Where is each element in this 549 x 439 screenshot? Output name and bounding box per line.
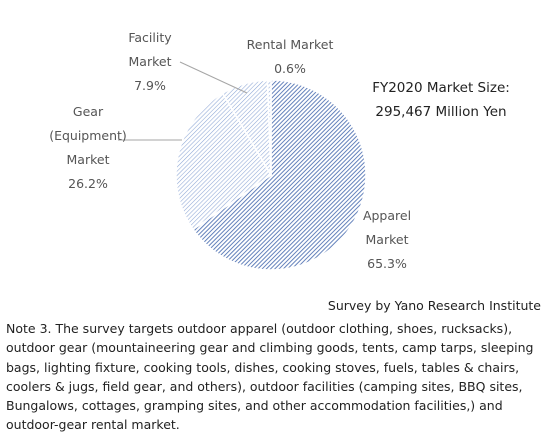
- source-credit: Survey by Yano Research Institute: [327, 298, 541, 313]
- slice-name-label-gear-equipment-market: Gear: [73, 104, 104, 119]
- pie-slices: [175, 79, 367, 271]
- slice-value-label-gear-equipment-market: 26.2%: [68, 176, 108, 191]
- survey-note: Note 3. The survey targets outdoor appar…: [6, 321, 534, 433]
- slice-gear-equipment-market: [175, 92, 272, 231]
- slice-value-label-apparel-market: 65.3%: [367, 256, 407, 271]
- slice-name-label-gear-equipment-market: (Equipment): [49, 128, 127, 143]
- slice-value-label-rental-market: 0.6%: [274, 61, 306, 76]
- market-size-line-2: 295,467 Million Yen: [375, 104, 506, 120]
- leader-lines: [118, 61, 248, 141]
- slice-name-label-rental-market: Rental Market: [247, 37, 334, 52]
- slice-name-label-facility-market: Market: [129, 54, 172, 69]
- slice-name-label-apparel-market: Market: [366, 232, 409, 247]
- market-size-line-1: FY2020 Market Size:: [372, 80, 510, 96]
- slice-value-label-facility-market: 7.9%: [134, 78, 166, 93]
- slice-name-label-gear-equipment-market: Market: [67, 152, 110, 167]
- market-size-label: FY2020 Market Size: 295,467 Million Yen: [372, 80, 510, 120]
- slice-apparel-market: [192, 79, 367, 271]
- slice-labels: Apparel Market 65.3% Gear (Equipment) Market 2…: [49, 30, 411, 271]
- slice-name-label-facility-market: Facility: [128, 30, 172, 45]
- slice-name-label-apparel-market: Apparel: [363, 208, 411, 223]
- pie-chart: Apparel Market 65.3% Gear (Equipment) Market 2…: [49, 30, 510, 271]
- leader-line-facility-market: [179, 61, 248, 94]
- slice-rental-market: [266, 79, 272, 176]
